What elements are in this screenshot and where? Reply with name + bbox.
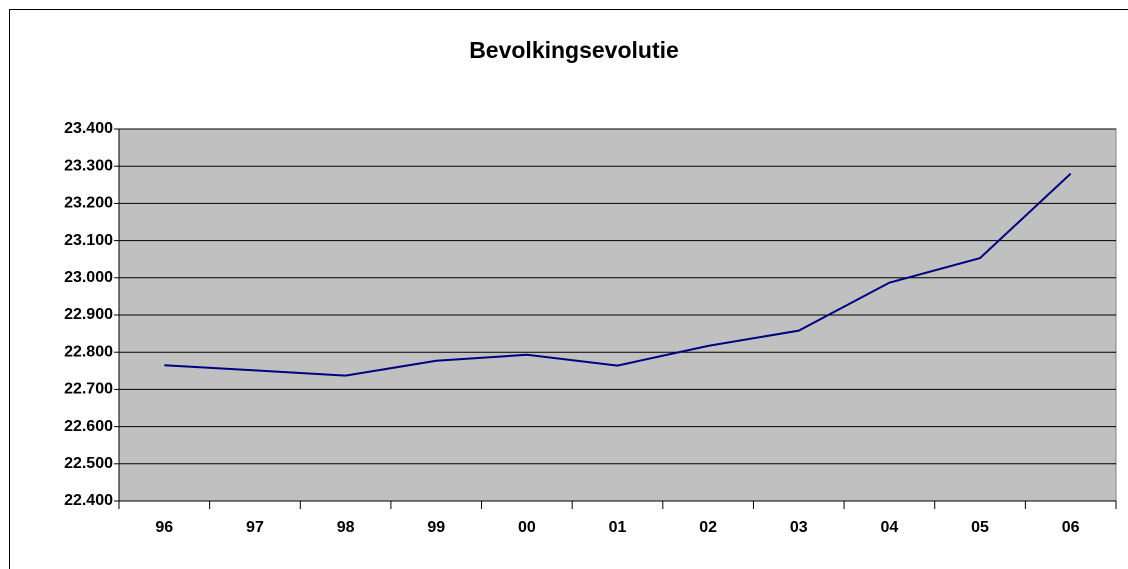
- y-tick-label: 22.500: [64, 455, 113, 472]
- x-tick-label: 03: [790, 519, 808, 536]
- x-tick-label: 00: [518, 519, 536, 536]
- y-tick-label: 22.900: [64, 306, 113, 323]
- x-tick-label: 04: [881, 519, 899, 536]
- x-tick-label: 96: [155, 519, 173, 536]
- x-tick-label: 98: [337, 519, 355, 536]
- data-line: [164, 172, 1072, 377]
- y-tick-label: 23.300: [64, 157, 113, 174]
- y-tick-label: 23.200: [64, 195, 113, 212]
- x-tick-label: 05: [971, 519, 989, 536]
- y-tick-label: 23.000: [64, 269, 113, 286]
- y-tick-label: 23.400: [64, 120, 113, 137]
- x-tick-label: 01: [609, 519, 627, 536]
- x-tick-label: 99: [427, 519, 445, 536]
- chart-title: Bevolkingsevolutie: [469, 37, 679, 63]
- y-tick-label: 22.700: [64, 381, 113, 398]
- y-tick-label: 22.400: [64, 492, 113, 509]
- y-tick-label: 22.800: [64, 343, 113, 360]
- y-tick-label: 23.100: [64, 232, 113, 249]
- x-tick-label: 02: [699, 519, 717, 536]
- y-tick-label: 22.600: [64, 418, 113, 435]
- x-tick-label: 06: [1062, 519, 1080, 536]
- x-tick-label: 97: [246, 519, 264, 536]
